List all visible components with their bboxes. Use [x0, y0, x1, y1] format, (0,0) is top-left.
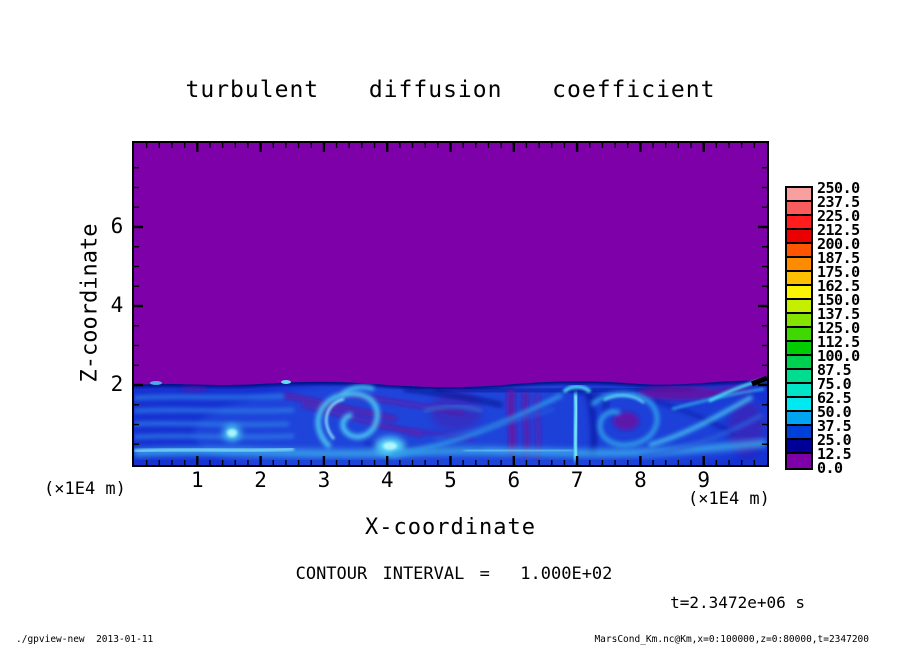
x-tick-label: 2 — [254, 468, 267, 492]
colorbar-cells — [787, 188, 811, 468]
colorbar-tick-label: 125.0 — [817, 319, 860, 337]
colorbar-tick-label: 37.5 — [817, 417, 852, 435]
colorbar-cell — [787, 342, 811, 356]
colorbar-tick-label: 162.5 — [817, 277, 860, 295]
colorbar-tick-label: 137.5 — [817, 305, 860, 323]
colorbar-cell — [787, 300, 811, 314]
colorbar-tick-label: 25.0 — [817, 431, 852, 449]
colorbar-cell — [787, 384, 811, 398]
colorbar-cell — [787, 370, 811, 384]
colorbar-tick-label: 0.0 — [817, 459, 843, 477]
colorbar-tick-label: 112.5 — [817, 333, 860, 351]
x-tick-label: 7 — [570, 468, 584, 492]
colorbar-cell — [787, 454, 811, 468]
contour-interval-text: CONTOUR INTERVAL = 1.000E+02 — [295, 564, 613, 584]
colorbar-tick-label: 12.5 — [817, 445, 852, 463]
y-axis-unit-label: (×1E4 m) — [44, 479, 126, 499]
x-tick-label: 9 — [697, 468, 711, 492]
heatmap-field-svg — [134, 143, 767, 465]
colorbar-tick-label: 175.0 — [817, 263, 860, 281]
colorbar-cell — [787, 440, 811, 454]
colorbar-cell — [787, 216, 811, 230]
colorbar-cell — [787, 258, 811, 272]
colorbar-tick-label: 200.0 — [817, 235, 860, 253]
boundary-bright-spot — [281, 380, 291, 384]
time-text: t=2.3472e+06 s — [670, 593, 805, 612]
colorbar-tick-label: 100.0 — [817, 347, 860, 365]
plot-frame — [132, 141, 769, 467]
x-tick-label: 5 — [444, 468, 457, 492]
axis-ticks-svg — [134, 143, 767, 465]
colorbar-tick-label: 150.0 — [817, 291, 860, 309]
y-tick-label: 4 — [110, 293, 124, 317]
y-axis-title: Z-coordinate — [77, 223, 103, 383]
x-axis-title: X-coordinate — [365, 515, 536, 540]
colorbar-cell — [787, 356, 811, 370]
colorbar-tick-label: 62.5 — [817, 389, 852, 407]
colorbar — [785, 186, 813, 470]
y-tick-label: 2 — [110, 372, 124, 396]
right-boundary-dark-dash — [751, 375, 767, 387]
y-tick-label: 6 — [110, 214, 124, 238]
x-tick-label: 8 — [634, 468, 647, 492]
x-tick-label: 4 — [380, 468, 394, 492]
colorbar-tick-label: 75.0 — [817, 375, 852, 393]
colorbar-tick-label: 225.0 — [817, 207, 860, 225]
x-tick-label: 1 — [190, 468, 204, 492]
boundary-bright-spot — [150, 381, 162, 385]
colorbar-tick-label: 50.0 — [817, 403, 852, 421]
colorbar-cell — [787, 188, 811, 202]
colorbar-tick-label: 187.5 — [817, 249, 860, 267]
colorbar-cell — [787, 230, 811, 244]
x-axis-unit-label: (×1E4 m) — [688, 489, 770, 509]
colorbar-cell — [787, 244, 811, 258]
x-tick-label: 3 — [317, 468, 331, 492]
colorbar-cell — [787, 426, 811, 440]
colorbar-cell — [787, 412, 811, 426]
colorbar-tick-label: 237.5 — [817, 193, 860, 211]
colorbar-cell — [787, 202, 811, 216]
colorbar-tick-label: 87.5 — [817, 361, 852, 379]
footer-right: MarsCond_Km.nc@Km,x=0:100000,z=0:80000,t… — [594, 634, 869, 645]
colorbar-tick-label: 250.0 — [817, 179, 860, 197]
x-tick-label: 6 — [507, 468, 521, 492]
footer-left: ./gpview-new 2013-01-11 — [16, 634, 154, 645]
colorbar-cell — [787, 328, 811, 342]
colorbar-tick-label: 212.5 — [817, 221, 860, 239]
chart-title: turbulent diffusion coefficient — [185, 77, 716, 103]
colorbar-cell — [787, 314, 811, 328]
colorbar-cell — [787, 286, 811, 300]
colorbar-cell — [787, 398, 811, 412]
colorbar-cell — [787, 272, 811, 286]
